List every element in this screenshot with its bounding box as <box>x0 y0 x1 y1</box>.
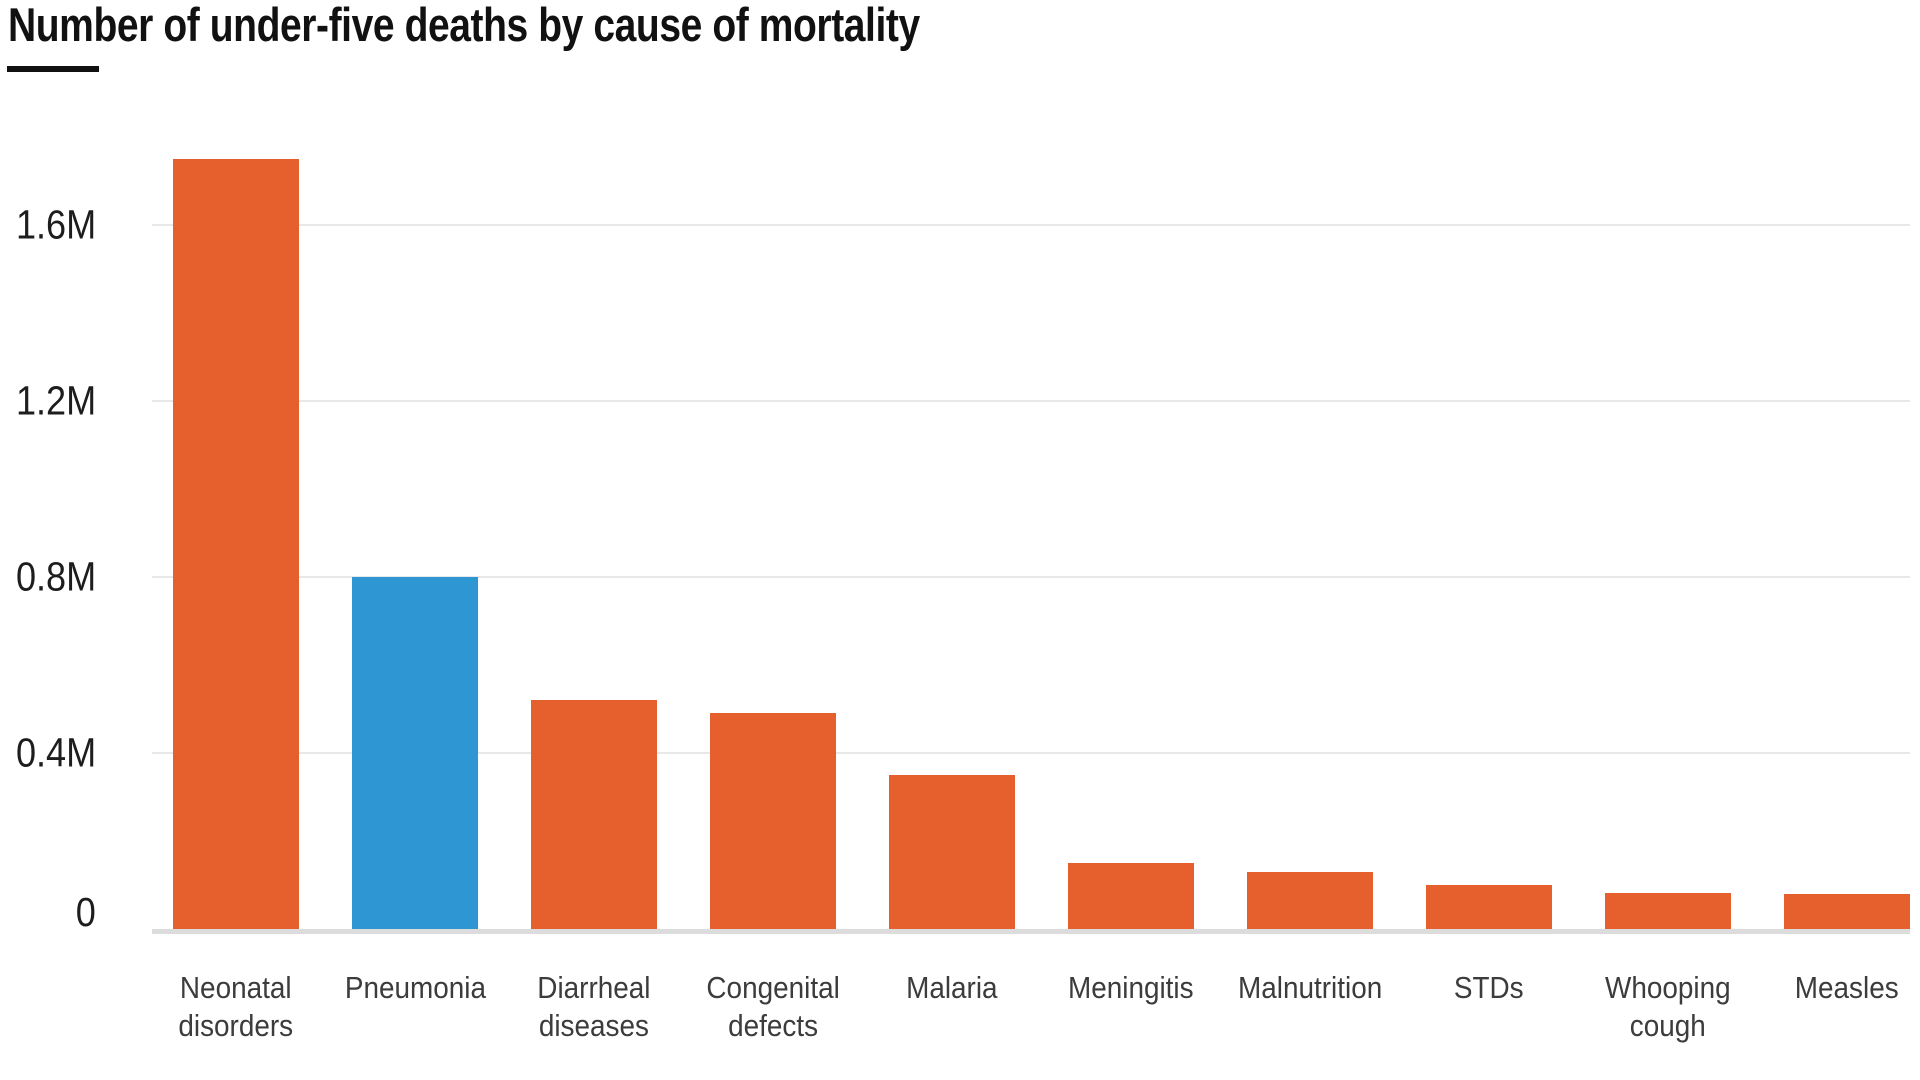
y-tick-label-0-4m: 0.4M <box>0 730 96 777</box>
y-tick-text-0-8m: 0.8M <box>15 553 96 600</box>
bar-label-measles: Measles <box>1742 969 1920 1007</box>
bar-label-pneumonia: Pneumonia <box>310 969 520 1007</box>
y-tick-text-0: 0 <box>75 889 96 936</box>
bar-measles <box>1784 894 1910 929</box>
bar-label-malnutrition: Malnutrition <box>1205 969 1415 1007</box>
bar-label-text-meningitis: Meningitis <box>1068 970 1194 1005</box>
bar-label-text-pneumonia: Pneumonia <box>344 970 486 1005</box>
bar-malaria <box>889 775 1015 929</box>
bar-label-text-whooping-cough: Whooping cough <box>1605 970 1731 1043</box>
gridline-1-2m <box>152 400 1910 402</box>
bar-label-meningitis: Meningitis <box>1026 969 1236 1007</box>
bar-diarrheal-diseases <box>531 700 657 929</box>
gridline-0-8m <box>152 576 1910 578</box>
bar-neonatal-disorders <box>173 159 299 929</box>
bar-label-text-malaria: Malaria <box>906 970 998 1005</box>
bar-label-text-measles: Measles <box>1795 970 1899 1005</box>
bar-label-text-diarrheal-diseases: Diarrheal diseases <box>537 970 651 1043</box>
bar-label-whooping-cough: Whooping cough <box>1563 969 1773 1045</box>
bar-stds <box>1426 885 1552 929</box>
y-tick-label-1-6m: 1.6M <box>0 202 96 249</box>
bar-label-text-congenital-defects: Congenital defects <box>706 970 840 1043</box>
bar-whooping-cough <box>1605 893 1731 929</box>
bar-label-neonatal-disorders: Neonatal disorders <box>131 969 341 1045</box>
bar-meningitis <box>1068 863 1194 929</box>
gridline-1-6m <box>152 224 1910 226</box>
y-tick-text-1-2m: 1.2M <box>15 377 96 424</box>
plot-area: 0 0.4M 0.8M 1.2M 1.6M <box>0 110 1920 935</box>
y-tick-label-0: 0 <box>0 889 96 936</box>
bar-label-text-malnutrition: Malnutrition <box>1237 970 1383 1005</box>
bar-label-diarrheal-diseases: Diarrheal diseases <box>489 969 699 1045</box>
bar-label-text-stds: STDs <box>1454 970 1524 1005</box>
y-tick-label-0-8m: 0.8M <box>0 554 96 601</box>
chart-title-text: Number of under-five deaths by cause of … <box>8 0 920 51</box>
bar-pneumonia <box>352 577 478 929</box>
x-axis-line <box>152 929 1910 934</box>
bar-congenital-defects <box>710 713 836 929</box>
bar-malnutrition <box>1247 872 1373 929</box>
bar-label-text-neonatal-disorders: Neonatal disorders <box>178 970 294 1043</box>
bar-label-congenital-defects: Congenital defects <box>668 969 878 1045</box>
gridline-0-4m <box>152 752 1910 754</box>
y-tick-text-0-4m: 0.4M <box>15 729 96 776</box>
bar-chart: 0 0.4M 0.8M 1.2M 1.6M Neonatal disorders Pneu… <box>0 110 1920 1080</box>
chart-title: Number of under-five deaths by cause of … <box>8 0 1107 49</box>
bar-label-malaria: Malaria <box>847 969 1057 1007</box>
bar-label-stds: STDs <box>1384 969 1594 1007</box>
title-underline <box>7 66 99 72</box>
y-tick-text-1-6m: 1.6M <box>15 201 96 248</box>
y-tick-label-1-2m: 1.2M <box>0 378 96 425</box>
x-axis-labels: Neonatal disorders Pneumonia Diarrheal dis… <box>0 969 1920 1080</box>
